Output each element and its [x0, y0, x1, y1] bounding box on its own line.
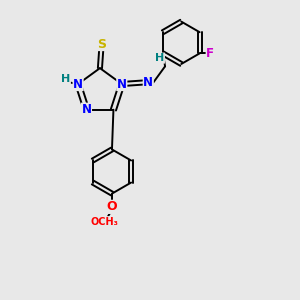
- Text: N: N: [117, 77, 127, 91]
- Text: N: N: [143, 76, 153, 89]
- Text: F: F: [206, 47, 214, 60]
- Text: S: S: [97, 38, 106, 50]
- Text: O: O: [107, 200, 117, 213]
- Text: OCH₃: OCH₃: [91, 217, 118, 226]
- Text: N: N: [73, 77, 83, 91]
- Text: N: N: [81, 103, 92, 116]
- Text: H: H: [155, 53, 164, 63]
- Text: H: H: [61, 74, 70, 84]
